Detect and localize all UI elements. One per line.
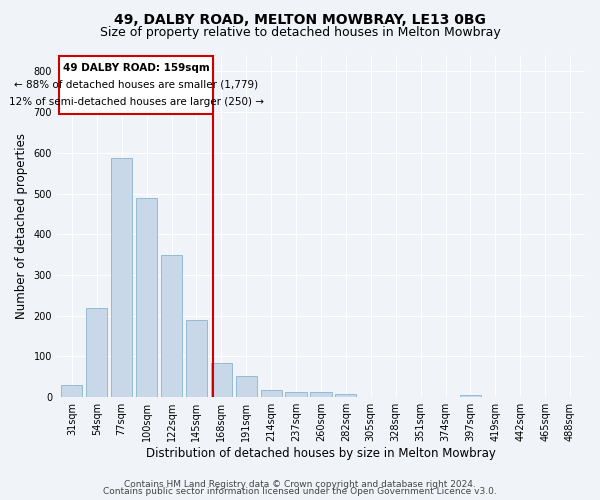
Text: 49 DALBY ROAD: 159sqm: 49 DALBY ROAD: 159sqm <box>62 63 209 73</box>
Text: Contains public sector information licensed under the Open Government Licence v3: Contains public sector information licen… <box>103 488 497 496</box>
Bar <box>260 390 282 397</box>
Bar <box>186 320 207 397</box>
Bar <box>211 364 232 397</box>
Bar <box>335 394 356 397</box>
Text: 49, DALBY ROAD, MELTON MOWBRAY, LE13 0BG: 49, DALBY ROAD, MELTON MOWBRAY, LE13 0BG <box>114 12 486 26</box>
Bar <box>161 256 182 397</box>
Bar <box>136 198 157 397</box>
Bar <box>310 392 332 397</box>
Bar <box>86 308 107 397</box>
Bar <box>236 376 257 397</box>
Bar <box>61 385 82 397</box>
Bar <box>286 392 307 397</box>
Bar <box>460 395 481 397</box>
Y-axis label: Number of detached properties: Number of detached properties <box>15 133 28 319</box>
X-axis label: Distribution of detached houses by size in Melton Mowbray: Distribution of detached houses by size … <box>146 447 496 460</box>
Text: Size of property relative to detached houses in Melton Mowbray: Size of property relative to detached ho… <box>100 26 500 39</box>
Text: ← 88% of detached houses are smaller (1,779): ← 88% of detached houses are smaller (1,… <box>14 80 258 90</box>
FancyBboxPatch shape <box>59 56 212 114</box>
Text: 12% of semi-detached houses are larger (250) →: 12% of semi-detached houses are larger (… <box>8 97 263 107</box>
Text: Contains HM Land Registry data © Crown copyright and database right 2024.: Contains HM Land Registry data © Crown c… <box>124 480 476 489</box>
Bar <box>111 158 132 397</box>
